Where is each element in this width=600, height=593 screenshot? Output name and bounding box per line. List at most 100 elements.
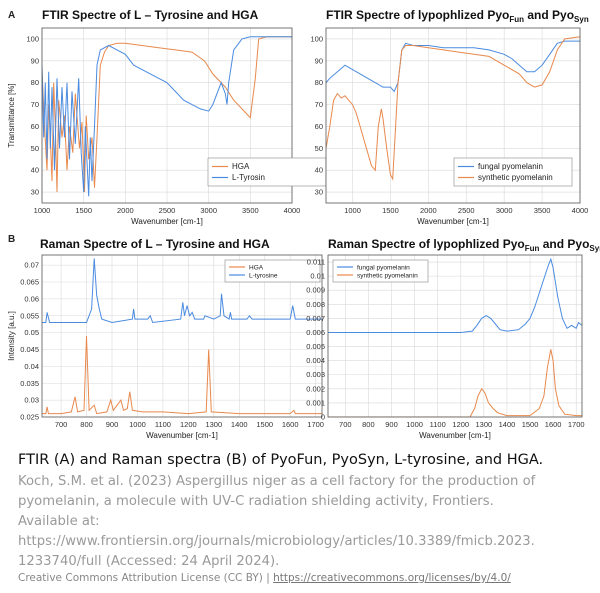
y-axis-label: Transmittance [%] — [7, 83, 16, 147]
figure: A B FTIR Spectre of L – Tyrosine and HGA… — [7, 8, 600, 440]
y-tick-label: 0.04 — [24, 362, 39, 371]
x-tick-label: 800 — [362, 420, 375, 429]
series-line — [328, 257, 582, 333]
x-tick-label: 2500 — [159, 206, 176, 215]
chart-ftir-tyrosine-hga: FTIR Spectre of L – Tyrosine and HGA 100… — [7, 8, 327, 226]
chart-title: FTIR Spectre of lypophlized PyoFun and P… — [326, 8, 589, 24]
citation-line: Koch, S.M. et al. (2023) Aspergillus nig… — [18, 474, 536, 489]
y-axis-label: Intensity [a.u.] — [7, 311, 16, 361]
x-tick-label: 1000 — [34, 206, 51, 215]
x-tick-label: 1700 — [568, 420, 585, 429]
y-tick-label: 0.002 — [306, 384, 325, 393]
series-line — [42, 335, 322, 415]
y-tick-label: 0.035 — [20, 379, 39, 388]
x-tick-label: 1400 — [231, 420, 248, 429]
x-tick-label: 1000 — [406, 420, 423, 429]
y-tick-label: 60 — [31, 122, 39, 131]
y-tick-label: 0.009 — [306, 286, 325, 295]
x-tick-label: 900 — [385, 420, 398, 429]
x-tick-label: 700 — [339, 420, 352, 429]
y-tick-label: 0.011 — [307, 258, 325, 267]
y-tick-label: 40 — [315, 166, 323, 175]
chart-ftir-pyomelanin: FTIR Spectre of lypophlized PyoFun and P… — [310, 8, 588, 226]
y-tick-label: 0.055 — [20, 311, 39, 320]
y-tick-label: 0.003 — [306, 370, 325, 379]
x-axis-label: Wavenumber [cm-1] — [419, 431, 491, 440]
y-tick-label: 0.06 — [24, 294, 39, 303]
x-tick-label: 1100 — [430, 420, 446, 429]
x-tick-label: 1500 — [522, 420, 539, 429]
legend-label: fungal pyomelanin — [357, 265, 410, 272]
y-tick-label: 100 — [310, 34, 323, 43]
x-tick-label: 1600 — [545, 420, 562, 429]
x-tick-label: 900 — [106, 420, 119, 429]
plot-frame — [325, 27, 581, 204]
legend — [224, 259, 321, 283]
x-tick-label: 3000 — [200, 206, 217, 215]
legend-label: synthetic pyomelanin — [478, 173, 553, 182]
legend — [207, 157, 327, 187]
series-line — [328, 349, 582, 417]
y-tick-label: 0.03 — [24, 396, 39, 405]
x-tick-label: 4000 — [284, 206, 301, 215]
y-tick-label: 30 — [315, 188, 323, 197]
legend — [453, 157, 573, 187]
x-tick-label: 2500 — [458, 206, 475, 215]
y-tick-label: 40 — [31, 166, 39, 175]
chart-raman-pyomelanin: Raman Spectre of lypophlized PyoFun and … — [306, 237, 600, 440]
panel-label-b: B — [8, 234, 15, 245]
x-tick-label: 1200 — [180, 420, 197, 429]
y-tick-label: 0.005 — [306, 342, 325, 351]
x-tick-label: 700 — [55, 420, 68, 429]
legend — [332, 259, 429, 283]
x-tick-label: 3500 — [534, 206, 551, 215]
series-line — [42, 36, 292, 197]
x-tick-label: 1300 — [476, 420, 493, 429]
license-text: Creative Commons Attribution License (CC… — [18, 572, 274, 584]
plot-frame — [327, 254, 583, 418]
y-tick-label: 0.045 — [20, 345, 39, 354]
y-tick-label: 0.006 — [306, 328, 325, 337]
x-tick-label: 1100 — [155, 420, 171, 429]
series-line — [326, 36, 580, 181]
y-tick-label: 50 — [315, 144, 323, 153]
citation: Koch, S.M. et al. (2023) Aspergillus nig… — [18, 472, 588, 572]
x-tick-label: 1500 — [75, 206, 92, 215]
panel-label-a: A — [8, 10, 15, 21]
x-tick-label: 1000 — [129, 420, 146, 429]
citation-url: https://www.frontiersin.org/journals/mic… — [18, 534, 535, 549]
y-tick-label: 70 — [31, 100, 39, 109]
x-tick-label: 1500 — [382, 206, 399, 215]
y-tick-label: 30 — [31, 188, 39, 197]
legend-label: HGA — [232, 162, 250, 171]
citation-line: Available at: — [18, 514, 100, 529]
y-tick-label: 0.01 — [310, 272, 325, 281]
y-tick-label: 0 — [321, 413, 325, 422]
y-tick-label: 0.007 — [306, 314, 325, 323]
series-line — [326, 40, 580, 93]
y-tick-label: 60 — [315, 122, 323, 131]
plot-frame — [41, 27, 293, 204]
x-tick-label: 3000 — [496, 206, 513, 215]
x-axis-label: Wavenumber [cm-1] — [417, 217, 489, 226]
x-tick-label: 1700 — [307, 420, 324, 429]
plot-frame — [41, 254, 323, 418]
y-tick-label: 80 — [315, 78, 323, 87]
y-tick-label: 100 — [26, 34, 39, 43]
y-tick-label: 0.07 — [24, 261, 39, 270]
y-tick-label: 0.004 — [306, 356, 325, 365]
x-tick-label: 800 — [80, 420, 93, 429]
y-tick-label: 0.025 — [20, 413, 39, 422]
x-tick-label: 4000 — [572, 206, 589, 215]
x-tick-label: 2000 — [117, 206, 134, 215]
x-axis-label: Wavenumber [cm-1] — [146, 431, 218, 440]
legend-label: HGA — [249, 265, 264, 272]
x-tick-label: 3500 — [242, 206, 259, 215]
y-tick-label: 0.008 — [306, 300, 325, 309]
chart-raman-tyrosine-hga: Raman Spectre of L – Tyrosine and HGA 70… — [7, 237, 324, 440]
citation-line: pyomelanin, a molecule with UV-C radiati… — [18, 494, 494, 509]
license-link[interactable]: https://creativecommons.org/licenses/by/… — [273, 572, 511, 584]
legend-label: L-tyrosine — [249, 273, 278, 280]
legend-label: synthetic pyomelanin — [357, 273, 418, 280]
x-tick-label: 1600 — [282, 420, 299, 429]
